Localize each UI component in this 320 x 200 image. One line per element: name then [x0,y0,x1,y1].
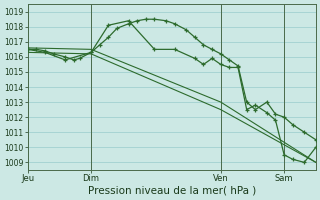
X-axis label: Pression niveau de la mer( hPa ): Pression niveau de la mer( hPa ) [88,186,256,196]
